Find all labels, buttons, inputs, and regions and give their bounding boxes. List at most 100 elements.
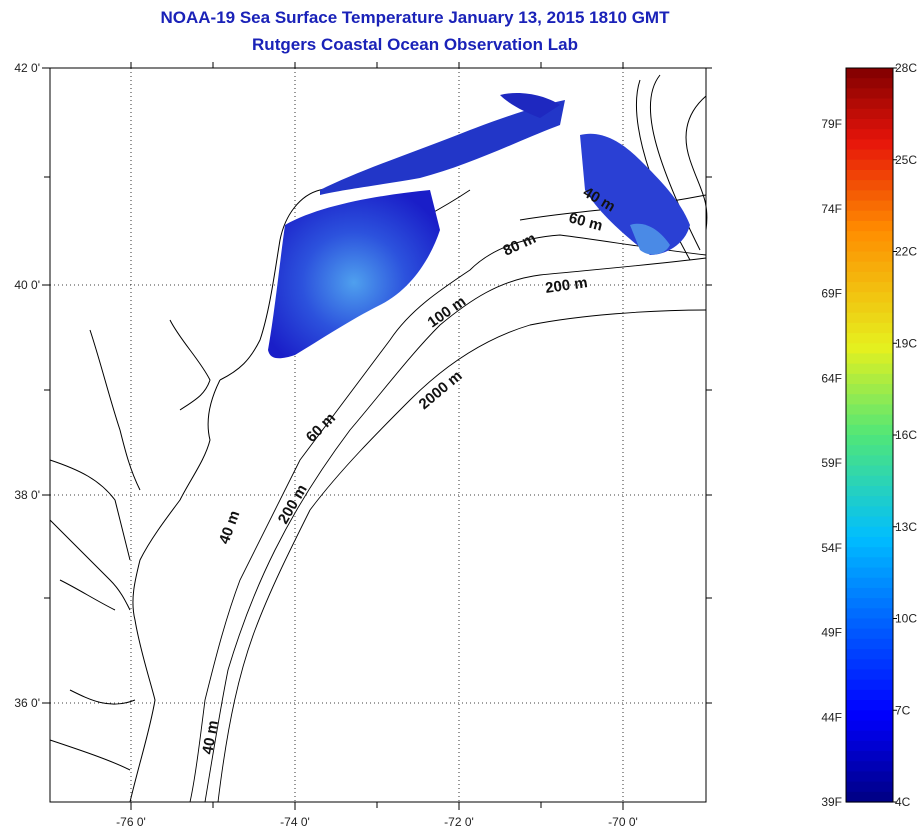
colorbar-step [846,231,893,242]
lat-label: 40 0' [14,278,40,292]
fahrenheit-label: 59F [821,456,842,470]
colorbar-step [846,414,893,426]
colorbar-step [846,118,893,130]
colorbar-step [846,720,893,732]
colorbar-step [846,700,893,711]
celsius-label: 25C [895,153,917,167]
fahrenheit-label: 74F [821,202,842,216]
colorbar-step [846,516,893,528]
colorbar-step [846,159,893,171]
fahrenheit-label: 69F [821,287,842,301]
colorbar-step [846,404,893,416]
colorbar-step [846,220,893,232]
colorbar-step [846,190,893,202]
colorbar-step [846,200,893,212]
colorbar-step [846,710,893,722]
colorbar-step [846,659,893,671]
colorbar-step [846,251,893,263]
colorbar-step [846,88,893,100]
colorbar-step [846,384,893,395]
colorbar-step [846,169,893,181]
fahrenheit-label: 49F [821,626,842,640]
colorbar-step [846,751,893,762]
colorbar-step [846,506,893,518]
colorbar-step [846,628,893,640]
colorbar-step [846,475,893,487]
colorbar-step [846,282,893,293]
sst-colorbar: 28C 25C 22C 19C 16C 13C 10C 7C 4C 79F 74F 69F 64F 59… [821,61,917,809]
sst-swath [268,93,690,359]
colorbar-step [846,638,893,650]
colorbar-step [846,485,893,497]
colorbar-step [846,791,893,803]
colorbar-step [846,312,893,324]
colorbar-step [846,730,893,742]
colorbar-step [846,373,893,385]
lat-label: 36 0' [14,696,40,710]
colorbar-step [846,322,893,334]
colorbar-step [846,496,893,507]
colorbar-step [846,587,893,599]
colorbar-step [846,363,893,375]
colorbar-step [846,302,893,314]
lat-label: 42 0' [14,61,40,75]
colorbar-step [846,669,893,681]
colorbar-step [846,557,893,569]
depth-label: 200 m [544,274,588,297]
colorbar-step [846,261,893,273]
colorbar-step [846,598,893,609]
fahrenheit-label: 64F [821,371,842,385]
colorbar-step [846,139,893,151]
colorbar-step [846,98,893,110]
colorbar-step [846,771,893,783]
axis-ticks [42,62,712,810]
colorbar-step [846,180,893,191]
colorbar-step [846,547,893,558]
colorbar-step [846,649,893,660]
colorbar-step [846,241,893,253]
colorbar-step [846,455,893,467]
fahrenheit-label: 44F [821,710,842,724]
celsius-label: 22C [895,245,917,259]
colorbar-step [846,465,893,477]
depth-label: 40 m [199,719,222,756]
celsius-label: 4C [895,795,911,809]
celsius-label: 28C [895,61,917,75]
colorbar-step [846,292,893,304]
lon-label: -74 0' [280,815,310,829]
colorbar-step [846,129,893,140]
map-subtitle: Rutgers Coastal Ocean Observation Lab [252,35,578,54]
lon-label: -72 0' [444,815,474,829]
celsius-label: 19C [895,336,917,350]
celsius-label: 13C [895,520,917,534]
lat-label: 38 0' [14,488,40,502]
colorbar-step [846,445,893,456]
colorbar-step [846,526,893,538]
fahrenheit-label: 54F [821,541,842,555]
colorbar-step [846,394,893,406]
celsius-label: 7C [895,703,911,717]
lat-labels: 42 0' 40 0' 38 0' 36 0' [14,61,40,710]
colorbar-step [846,68,893,79]
colorbar-step [846,689,893,701]
colorbar-step [846,353,893,365]
colorbar-step [846,271,893,283]
colorbar-step [846,761,893,773]
colorbar-step [846,577,893,589]
colorbar-step [846,210,893,222]
colorbar-step [846,435,893,446]
colorbar-step [846,679,893,691]
colorbar-step [846,108,893,120]
celsius-label: 10C [895,612,917,626]
celsius-label: 16C [895,428,917,442]
colorbar-step [846,149,893,161]
colorbar-step [846,333,893,344]
colorbar-step [846,740,893,752]
colorbar-step [846,608,893,620]
fahrenheit-label: 39F [821,795,842,809]
colorbar-step [846,78,893,89]
colorbar-step [846,567,893,579]
fahrenheit-label: 79F [821,117,842,131]
colorbar-step [846,618,893,630]
